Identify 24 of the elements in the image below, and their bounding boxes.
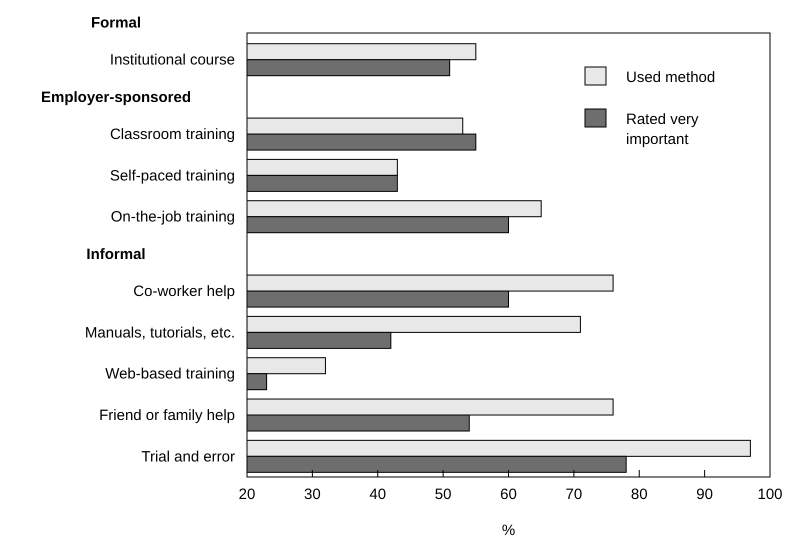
x-tick-label: 70 <box>566 486 582 503</box>
x-tick-label: 30 <box>304 486 321 503</box>
legend-label: Used method <box>626 69 716 86</box>
y-tick-label: Web-based training <box>105 366 235 383</box>
text: Employer-sponsored <box>40 88 192 106</box>
x-tick-label: 60 <box>500 486 517 503</box>
y-tick-label: Self-paced training <box>110 167 235 184</box>
x-tick-label: 100 <box>757 486 783 503</box>
x-tick-label: 40 <box>369 486 386 503</box>
y-tick-label: Co-worker help <box>133 283 235 300</box>
x-tick-label: 50 <box>434 486 452 503</box>
y-tick-label: Institutional course <box>110 52 235 69</box>
y-tick-label: Friend or family help <box>99 407 235 424</box>
text: Informal <box>86 246 146 263</box>
x-tick-label: 80 <box>630 486 648 503</box>
y-tick-label: On-the-job training <box>110 208 235 226</box>
text: Formal <box>90 14 142 32</box>
y-tick-label: Manuals, tutorials, etc. <box>84 324 235 342</box>
x-axis-title: % <box>502 522 516 539</box>
y-tick-label: Trial and error <box>141 448 236 466</box>
legend-label: Rated very important <box>626 111 700 148</box>
x-tick-label: 20 <box>238 486 256 503</box>
y-tick-label: Classroom training <box>110 126 235 144</box>
x-tick-label: 90 <box>696 486 713 503</box>
